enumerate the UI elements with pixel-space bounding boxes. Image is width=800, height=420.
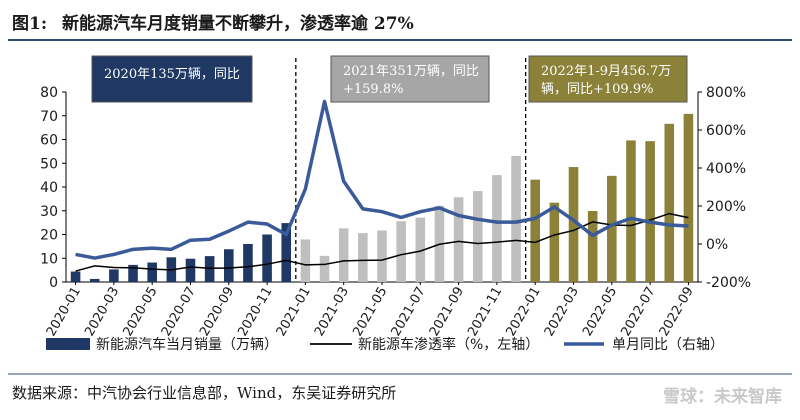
- sales-bar: [128, 264, 138, 282]
- sales-bar: [415, 217, 426, 282]
- x-tick-label: 2022-07: [618, 285, 658, 340]
- annotation-box: [528, 55, 688, 103]
- annotation-box: [91, 55, 253, 103]
- annotation-text: +159.8%: [343, 82, 403, 97]
- sales-bar: [492, 175, 502, 282]
- sales-bar: [147, 262, 157, 282]
- sales-bar: [109, 269, 119, 282]
- x-tick-label: 2021-01: [274, 285, 314, 340]
- sales-bar: [281, 223, 292, 282]
- sales-bar: [607, 175, 617, 282]
- sales-bar: [70, 271, 81, 282]
- annotations-layer: 2020年135万辆，同比 2021年351万辆，同比 +159.8% 2022年1-…: [91, 55, 688, 103]
- legend-swatch-bar: [46, 338, 90, 350]
- annotation-text: 辆，同比+109.9%: [541, 82, 653, 97]
- sales-bar: [530, 179, 540, 282]
- x-tick-label: 2021-11: [465, 284, 505, 339]
- legend-label: 新能源车渗透率（%，左轴）: [358, 336, 539, 353]
- x-tick-label: 2021-07: [389, 285, 429, 340]
- annotation-text: 2022年1-9月456.7万: [541, 64, 671, 79]
- sales-bar: [358, 233, 368, 282]
- right-tick-label: 800%: [706, 85, 746, 101]
- bars-layer: [70, 113, 694, 282]
- sales-bar: [224, 249, 234, 282]
- left-tick-label: 10: [40, 251, 58, 267]
- left-tick-label: 0: [49, 275, 58, 291]
- sales-bar: [587, 210, 598, 282]
- x-tick-label: 2020-03: [82, 285, 122, 340]
- left-tick-label: 20: [40, 228, 58, 244]
- sales-bar: [185, 258, 196, 282]
- left-tick-label: 70: [40, 109, 58, 125]
- sales-bar: [683, 113, 694, 282]
- sales-bar: [319, 255, 330, 282]
- left-tick-label: 30: [40, 204, 58, 220]
- right-tick-label: 600%: [706, 123, 746, 139]
- sales-bar: [472, 191, 483, 282]
- legend: 新能源汽车当月销量（万辆） 新能源车渗透率（%，左轴） 单月同比（右轴）: [46, 336, 724, 353]
- x-tick-label: 2021-09: [427, 285, 467, 340]
- right-tick-label: 0%: [706, 237, 728, 253]
- source-note: 数据来源：中汽协会行业信息部，Wind，东吴证券研究所: [12, 384, 396, 402]
- sales-bar: [568, 167, 579, 282]
- lines-layer: [75, 99, 689, 272]
- sales-bar: [338, 228, 349, 282]
- x-tick-label: 2022-05: [580, 285, 620, 340]
- x-tick-label: 2021-03: [312, 285, 352, 340]
- x-tick-label: 2022-03: [542, 285, 582, 340]
- figure-label: 图1:: [12, 14, 47, 34]
- left-tick-label: 40: [40, 180, 58, 196]
- right-tick-label: -200%: [706, 275, 751, 291]
- sales-bar: [243, 244, 253, 282]
- left-tick-label: 80: [40, 85, 58, 101]
- sales-bar: [396, 221, 406, 282]
- sales-bar: [453, 197, 464, 282]
- legend-label: 单月同比（右轴）: [612, 337, 724, 353]
- sales-bar: [511, 155, 521, 282]
- left-tick-label: 60: [40, 133, 58, 149]
- x-tick-label: 2022-09: [657, 285, 697, 340]
- sales-bar: [664, 123, 675, 282]
- sales-bar: [89, 278, 100, 282]
- annotation-text: 2020年135万辆，同比: [104, 67, 240, 82]
- legend-label: 新能源汽车当月销量（万辆）: [96, 336, 278, 353]
- right-tick-label: 400%: [706, 161, 746, 177]
- right-tick-label: 200%: [706, 199, 746, 215]
- x-tick-label: 2020-05: [120, 285, 160, 340]
- x-tick-label: 2020-11: [235, 285, 275, 340]
- sales-bar: [377, 230, 387, 282]
- watermark: 雪球：未来智库: [663, 386, 782, 407]
- left-tick-label: 50: [40, 156, 58, 172]
- x-tick-label: 2020-07: [159, 285, 199, 340]
- annotation-text: 2021年351万辆，同比: [343, 64, 479, 79]
- figure-title: 新能源汽车月度销量不断攀升，渗透率逾 27%: [62, 13, 414, 34]
- x-tick-label: 2022-01: [504, 285, 544, 340]
- x-tick-label: 2021-05: [350, 285, 390, 340]
- sales-bar: [300, 239, 311, 282]
- x-tick-label: 2020-09: [197, 285, 237, 340]
- sales-bar: [645, 141, 655, 282]
- annotation-box: [330, 55, 490, 103]
- x-tick-label: 2020-01: [44, 285, 84, 340]
- sales-bar: [262, 234, 272, 282]
- sales-bar: [549, 202, 560, 282]
- sales-bar: [626, 140, 636, 282]
- sales-bar: [204, 256, 215, 282]
